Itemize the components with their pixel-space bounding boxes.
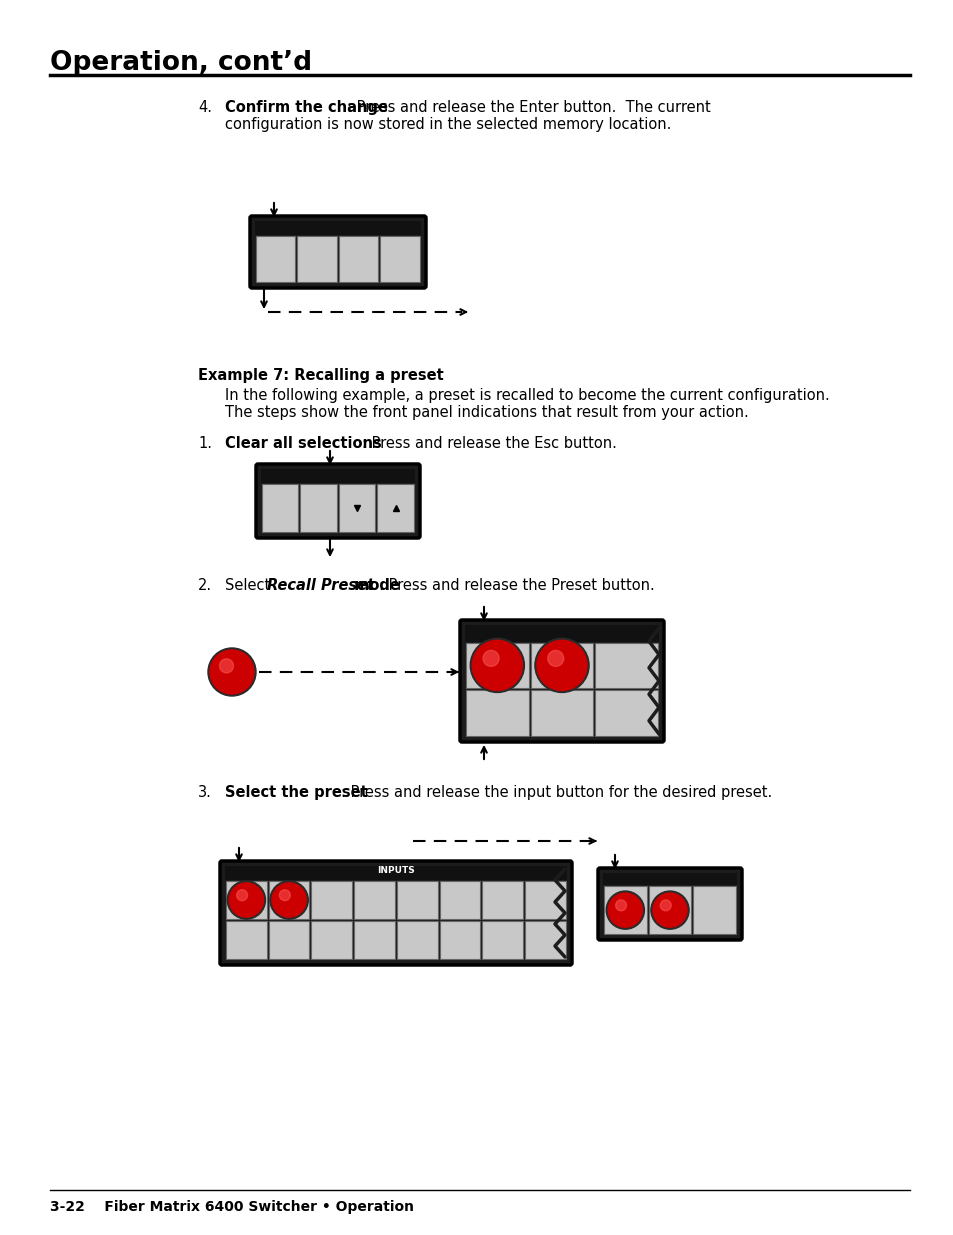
Text: 4.: 4.: [198, 100, 212, 115]
FancyBboxPatch shape: [459, 620, 663, 742]
Bar: [530, 642, 593, 688]
Text: Confirm the change: Confirm the change: [225, 100, 388, 115]
Circle shape: [229, 883, 263, 918]
Bar: [693, 887, 735, 934]
Circle shape: [650, 892, 688, 929]
Text: 3.: 3.: [198, 785, 212, 800]
Circle shape: [537, 640, 586, 690]
Text: In the following example, a preset is recalled to become the current configurati: In the following example, a preset is re…: [225, 388, 829, 403]
Circle shape: [227, 881, 265, 919]
Circle shape: [272, 883, 306, 918]
FancyBboxPatch shape: [598, 868, 741, 940]
Circle shape: [210, 650, 253, 694]
Bar: [396, 921, 437, 960]
Text: configuration is now stored in the selected memory location.: configuration is now stored in the selec…: [225, 117, 671, 132]
Circle shape: [652, 893, 686, 927]
FancyBboxPatch shape: [220, 861, 572, 965]
Bar: [396, 881, 437, 919]
Text: Example 7: Recalling a preset: Example 7: Recalling a preset: [198, 368, 443, 383]
Circle shape: [535, 638, 588, 693]
Bar: [269, 921, 309, 960]
Bar: [254, 221, 420, 235]
Bar: [595, 690, 658, 736]
Text: 3-22    Fiber Matrix 6400 Switcher • Operation: 3-22 Fiber Matrix 6400 Switcher • Operat…: [50, 1200, 414, 1214]
Bar: [603, 887, 646, 934]
Text: The steps show the front panel indications that result from your action.: The steps show the front panel indicatio…: [225, 405, 748, 420]
Bar: [530, 690, 593, 736]
Text: Select: Select: [225, 578, 274, 593]
Bar: [255, 236, 295, 282]
Text: mode: mode: [349, 578, 399, 593]
Bar: [439, 921, 480, 960]
Bar: [602, 873, 737, 885]
Bar: [312, 881, 352, 919]
Text: Select the preset: Select the preset: [225, 785, 367, 800]
Text: : Press and release the Preset button.: : Press and release the Preset button.: [378, 578, 654, 593]
Circle shape: [279, 889, 290, 900]
Bar: [297, 236, 336, 282]
Bar: [300, 484, 336, 532]
Bar: [595, 642, 658, 688]
Text: : Press and release the input button for the desired preset.: : Press and release the input button for…: [341, 785, 772, 800]
Bar: [380, 236, 419, 282]
Bar: [525, 921, 565, 960]
Circle shape: [608, 893, 641, 927]
Circle shape: [270, 881, 308, 919]
Bar: [269, 881, 309, 919]
Circle shape: [659, 900, 671, 910]
Bar: [482, 921, 522, 960]
Bar: [225, 866, 566, 881]
Text: Clear all selections: Clear all selections: [225, 436, 381, 451]
Circle shape: [615, 900, 626, 910]
Circle shape: [472, 640, 522, 690]
Bar: [354, 921, 395, 960]
Text: Recall Preset: Recall Preset: [267, 578, 374, 593]
Circle shape: [470, 638, 524, 693]
Bar: [226, 881, 267, 919]
Text: : Press and release the Enter button.  The current: : Press and release the Enter button. Th…: [347, 100, 710, 115]
Bar: [377, 484, 414, 532]
Bar: [464, 625, 659, 641]
Circle shape: [482, 651, 498, 667]
Text: INPUTS: INPUTS: [376, 866, 415, 876]
FancyBboxPatch shape: [255, 464, 419, 538]
Bar: [261, 469, 415, 483]
Circle shape: [605, 892, 643, 929]
Bar: [338, 484, 375, 532]
Bar: [482, 881, 522, 919]
Bar: [648, 887, 691, 934]
Circle shape: [208, 648, 255, 697]
Bar: [525, 881, 565, 919]
Bar: [226, 921, 267, 960]
Bar: [262, 484, 298, 532]
Bar: [354, 881, 395, 919]
Bar: [439, 881, 480, 919]
Bar: [465, 642, 528, 688]
Circle shape: [219, 658, 233, 673]
Text: Operation, cont’d: Operation, cont’d: [50, 49, 312, 77]
FancyBboxPatch shape: [250, 216, 426, 288]
Circle shape: [236, 889, 248, 900]
Text: : Press and release the Esc button.: : Press and release the Esc button.: [361, 436, 617, 451]
Text: 2.: 2.: [198, 578, 212, 593]
Bar: [312, 921, 352, 960]
Bar: [338, 236, 378, 282]
Bar: [465, 690, 528, 736]
Circle shape: [547, 651, 563, 667]
Text: 1.: 1.: [198, 436, 212, 451]
